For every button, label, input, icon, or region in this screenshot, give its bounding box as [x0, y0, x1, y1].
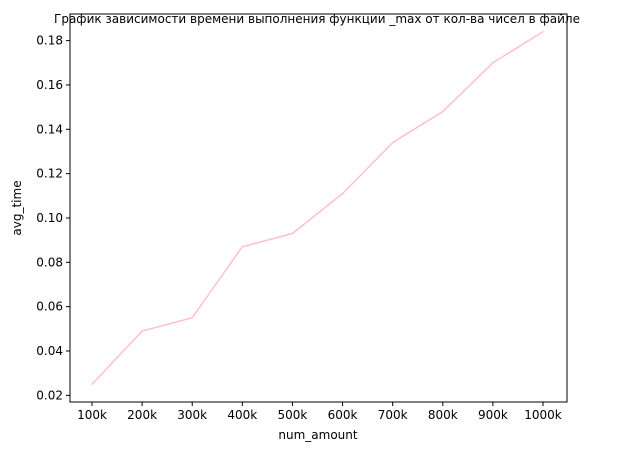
x-tick-label: 100k	[77, 408, 107, 422]
x-axis: 100k 200k 300k 400k 500k 600k 700k 800k 900k 1000…	[77, 402, 562, 422]
x-tick-label: 600k	[328, 408, 358, 422]
plot-frame	[70, 14, 567, 402]
y-axis-label: avg_time	[10, 180, 24, 235]
series-line	[92, 32, 543, 385]
y-tick-label: 0.08	[36, 255, 63, 269]
x-tick-label: 500k	[278, 408, 308, 422]
x-tick-label: 800k	[428, 408, 458, 422]
x-tick-label: 700k	[378, 408, 408, 422]
y-tick-label: 0.02	[36, 388, 63, 402]
y-tick-label: 0.06	[36, 300, 63, 314]
y-tick-label: 0.18	[36, 34, 63, 48]
y-axis: 0.02 0.04 0.06 0.08 0.10 0.12 0.14 0.16 0.18	[36, 34, 70, 403]
x-tick-label: 200k	[127, 408, 157, 422]
x-tick-label: 400k	[227, 408, 257, 422]
x-axis-label: num_amount	[278, 428, 357, 442]
y-tick-label: 0.04	[36, 344, 63, 358]
y-tick-label: 0.14	[36, 122, 63, 136]
y-tick-label: 0.10	[36, 211, 63, 225]
x-tick-label: 300k	[177, 408, 207, 422]
x-tick-label: 900k	[478, 408, 508, 422]
y-tick-label: 0.12	[36, 167, 63, 181]
series-layer	[92, 32, 543, 385]
x-tick-label: 1000k	[524, 408, 562, 422]
y-tick-label: 0.16	[36, 78, 63, 92]
